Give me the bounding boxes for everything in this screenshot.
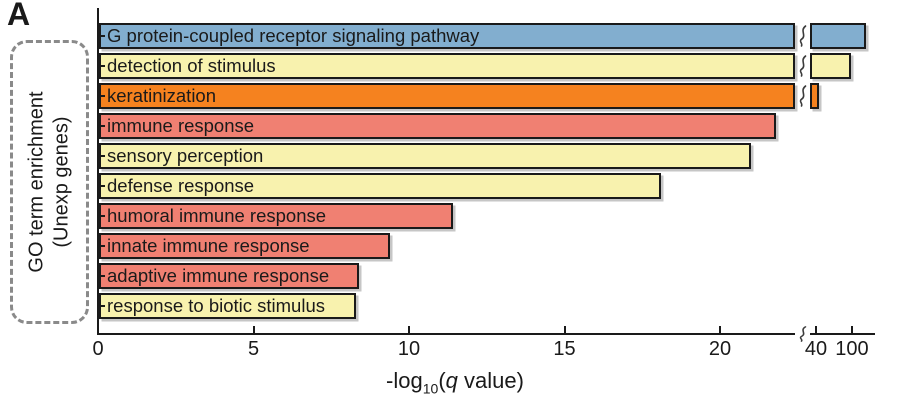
x-axis-tick-label: 0 xyxy=(92,338,104,360)
y-axis-tick xyxy=(98,305,105,307)
bar-label: keratinization xyxy=(107,85,217,106)
bar xyxy=(99,83,795,109)
x-axis-title-pre: -log xyxy=(386,368,423,393)
x-axis-title-subscript: 10 xyxy=(422,380,439,397)
y-axis-tick xyxy=(98,185,105,187)
bar xyxy=(810,23,867,49)
x-axis-tick xyxy=(719,326,721,333)
x-axis-tick xyxy=(252,326,255,333)
bar xyxy=(810,83,819,109)
bar-row: detection of stimulus xyxy=(98,53,891,79)
x-axis-tick xyxy=(850,326,853,333)
y-axis-group-label-line2: (Unexp genes) xyxy=(50,116,73,248)
bar xyxy=(99,233,391,259)
y-axis-tick xyxy=(98,65,105,67)
y-axis-tick xyxy=(98,35,105,37)
bar-row: sensory perception xyxy=(98,143,891,169)
bar-row: response to biotic stimulus xyxy=(98,293,891,319)
bar-row: defense response xyxy=(98,173,891,199)
x-axis-tick-label: 100 xyxy=(835,338,869,360)
y-axis-tick xyxy=(98,215,105,217)
bar xyxy=(99,53,795,79)
x-axis-tick xyxy=(97,326,99,333)
bar-row: keratinization xyxy=(98,83,891,109)
panel-label: A xyxy=(7,0,32,32)
y-axis-tick xyxy=(98,125,105,127)
bar xyxy=(99,113,776,139)
x-axis-title: -log10(q value) xyxy=(386,368,524,397)
bar-label: innate immune response xyxy=(107,235,310,256)
bar xyxy=(99,203,453,229)
bar xyxy=(810,53,851,79)
bar xyxy=(99,23,795,49)
bar-label: immune response xyxy=(107,115,255,136)
x-axis-tick xyxy=(815,326,817,333)
bar-row: G protein-coupled receptor signaling pat… xyxy=(98,23,891,49)
axis-break-squiggle-icon xyxy=(799,85,807,107)
x-axis-tick-label: 5 xyxy=(247,338,260,360)
x-axis-tick-label: 15 xyxy=(553,338,576,360)
bar xyxy=(99,173,661,199)
bar-label: humoral immune response xyxy=(107,205,327,226)
bar-label: sensory perception xyxy=(107,145,264,166)
x-axis-tick-label: 40 xyxy=(804,338,828,360)
x-axis-title-post: value) xyxy=(457,368,524,393)
bar-label: defense response xyxy=(107,175,255,196)
y-axis-group-label: GO term enrichment (Unexp genes) xyxy=(25,91,75,272)
axis-break-squiggle-icon xyxy=(799,326,807,342)
x-axis-tick xyxy=(563,326,566,333)
y-axis-group-label-line1: GO term enrichment xyxy=(25,91,48,273)
axis-break-squiggle-icon xyxy=(799,55,807,77)
axis-break-squiggle-icon xyxy=(799,25,807,47)
bar-row: innate immune response xyxy=(98,233,891,259)
x-axis-tick-label: 20 xyxy=(708,338,732,360)
y-axis-tick xyxy=(98,95,105,97)
y-axis-tick xyxy=(98,275,105,277)
bar xyxy=(99,143,752,169)
x-axis-tick xyxy=(408,326,410,333)
x-axis-line xyxy=(97,333,795,335)
y-axis-tick xyxy=(98,245,105,247)
x-axis-title-q: q xyxy=(445,368,458,393)
x-axis-line-post-break xyxy=(810,333,875,335)
bar-row: immune response xyxy=(98,113,891,139)
y-axis-tick xyxy=(98,155,105,157)
bar-label: G protein-coupled receptor signaling pat… xyxy=(107,25,480,46)
bar-label: detection of stimulus xyxy=(107,55,276,76)
bar-label: response to biotic stimulus xyxy=(107,295,325,316)
x-axis-tick-label: 10 xyxy=(397,338,421,360)
bar-label: adaptive immune response xyxy=(107,265,330,286)
y-axis-line xyxy=(97,8,99,335)
x-axis-title-open-paren: ( xyxy=(438,368,446,393)
bar-row: humoral immune response xyxy=(98,203,891,229)
y-axis-group-box: GO term enrichment (Unexp genes) xyxy=(10,40,89,324)
bar-row: adaptive immune response xyxy=(98,263,891,289)
